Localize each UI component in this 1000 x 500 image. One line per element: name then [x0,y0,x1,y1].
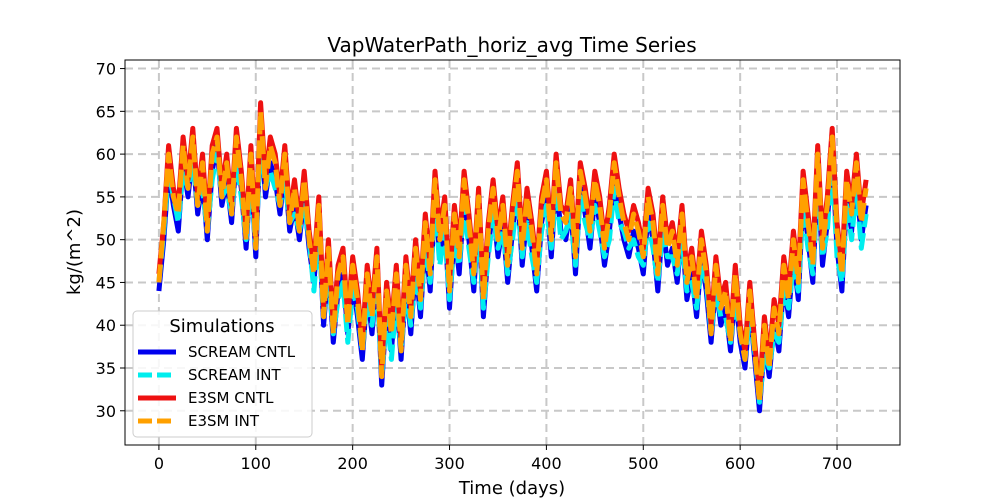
series-line-e3sm-int [156,108,869,405]
y-axis-label: kg/(m^2) [64,209,85,295]
legend-label: SCREAM CNTL [188,343,296,361]
x-tick-label: 400 [531,454,562,473]
x-tick-label: 100 [241,454,272,473]
legend-label: SCREAM INT [188,366,282,384]
x-axis-label: Time (days) [458,478,565,499]
x-tick-label: 700 [822,454,853,473]
chart-title: VapWaterPath_horiz_avg Time Series [327,33,696,57]
y-tick-label: 65 [96,102,116,121]
y-tick-label: 55 [96,188,116,207]
x-tick-label: 500 [628,454,659,473]
x-tick-label: 0 [154,454,164,473]
x-tick-label: 300 [434,454,465,473]
y-tick-label: 30 [96,402,116,421]
legend-entries: SCREAM CNTL SCREAM INT E3SM CNTL E3SM INT [138,343,296,430]
x-tick-label: 200 [337,454,368,473]
y-tick-label: 40 [96,316,116,335]
x-axis-ticks: 0 100 200 300 400 500 600 700 [154,445,852,473]
x-tick-label: 600 [725,454,756,473]
axes-frame [124,59,901,446]
legend-label: E3SM CNTL [188,389,274,407]
y-tick-label: 45 [96,273,116,292]
y-tick-label: 35 [96,359,116,378]
legend-label: E3SM INT [188,412,260,430]
y-tick-label: 70 [96,60,116,79]
y-tick-label: 60 [96,145,116,164]
y-tick-label: 50 [96,231,116,250]
y-axis-ticks: 30 35 40 45 50 55 60 65 70 [96,60,125,421]
plot-series [156,100,869,414]
legend-title: Simulations [169,316,274,337]
legend: Simulations SCREAM CNTL SCREAM INT E3SM CN… [132,310,313,438]
legend-box [132,310,313,438]
